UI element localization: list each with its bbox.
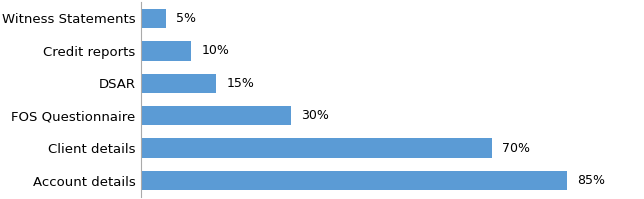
Bar	[141, 41, 191, 60]
Text: 85%: 85%	[577, 174, 605, 187]
Bar	[141, 106, 292, 126]
Text: 70%: 70%	[502, 142, 530, 155]
Bar	[141, 73, 216, 93]
Bar	[141, 171, 567, 190]
Bar	[141, 139, 492, 158]
Text: 15%: 15%	[227, 77, 254, 90]
Bar	[141, 9, 166, 28]
Text: 5%: 5%	[176, 12, 196, 25]
Text: 30%: 30%	[301, 109, 329, 122]
Text: 10%: 10%	[202, 44, 229, 57]
